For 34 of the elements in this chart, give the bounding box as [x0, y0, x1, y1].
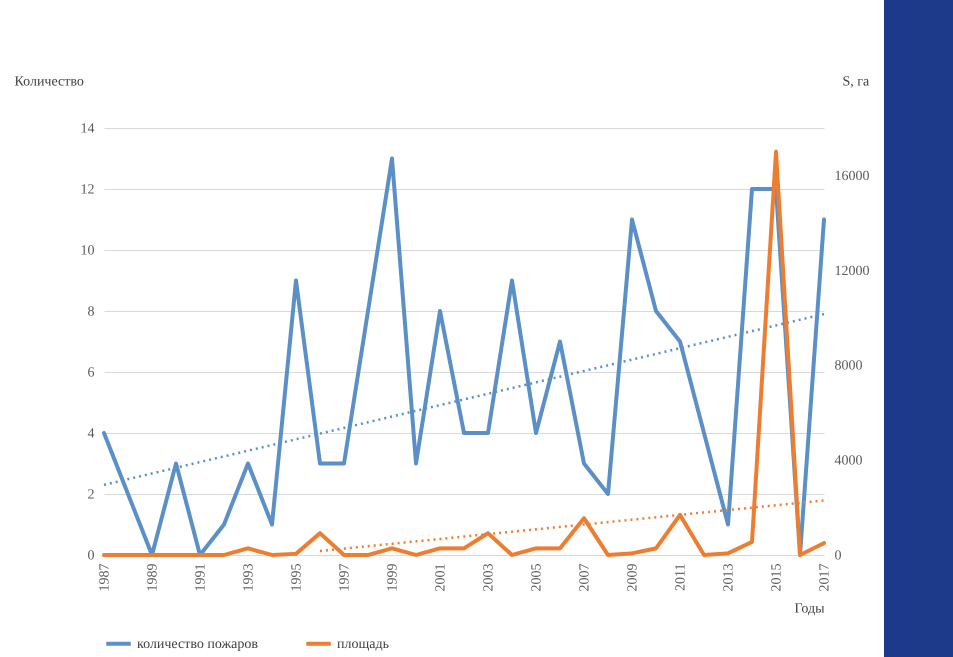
x-tick-label: 1991	[194, 564, 208, 592]
x-tick-label: 1995	[290, 564, 304, 592]
x-tick-label: 2005	[530, 564, 544, 592]
y-axis-title: Количество	[14, 74, 84, 90]
x-tick-label: 1989	[146, 564, 160, 592]
y2-tick-label: 0	[834, 548, 842, 564]
y2-axis-title: S, га	[842, 74, 870, 90]
legend-label: площадь	[337, 636, 389, 652]
x-tick-label: 1987	[98, 564, 112, 592]
y-tick-label: 8	[88, 304, 94, 320]
x-tick-label: 1999	[386, 564, 400, 592]
y2-tick-label: 16000	[834, 168, 870, 184]
y-tick-label: 14	[80, 122, 94, 136]
x-tick-label: 2017	[818, 564, 832, 592]
x-tick-label: 2003	[482, 564, 496, 592]
x-tick-label: 2001	[434, 564, 448, 592]
y-tick-label: 0	[88, 548, 94, 564]
y-tick-label: 4	[88, 426, 94, 442]
x-tick-label: 2013	[722, 564, 736, 592]
x-tick-label: 1993	[242, 564, 256, 592]
y-tick-label: 2	[88, 488, 94, 502]
y-tick-label: 6	[88, 366, 94, 380]
y2-tick-label: 8000	[834, 358, 862, 374]
legend-label: количество пожаров	[137, 636, 258, 652]
x-tick-label: 2015	[770, 564, 784, 592]
x-tick-label: 2011	[674, 564, 688, 591]
y2-tick-label: 12000	[834, 264, 870, 279]
x-axis-title: Годы	[794, 602, 826, 616]
x-tick-label: 2009	[626, 564, 640, 592]
x-tick-label: 2007	[578, 564, 592, 592]
y2-tick-label: 4000	[834, 454, 862, 469]
x-tick-label: 1997	[338, 564, 352, 592]
y-tick-label: 12	[80, 182, 94, 198]
y-tick-label: 10	[80, 244, 94, 258]
